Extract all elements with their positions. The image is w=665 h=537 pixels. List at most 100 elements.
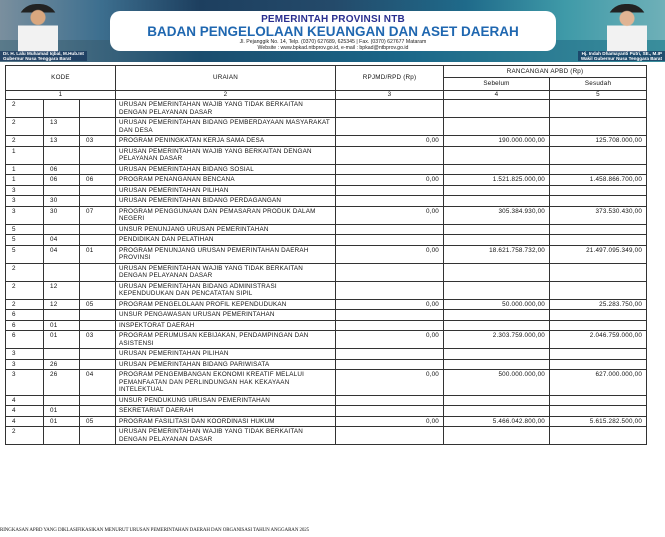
sebelum-value (443, 184, 551, 196)
kode-program (78, 234, 117, 246)
table-row: 6 UNSUR PENGAWASAN URUSAN PEMERINTAHAN (5, 309, 648, 321)
kode-program (78, 163, 117, 175)
table-row: 5 04 PENDIDIKAN DAN PELATIHAN (5, 234, 648, 246)
kode-urusan: 6 (5, 330, 44, 349)
kode-bidang: 06 (43, 163, 80, 175)
table-row: 3 30 URUSAN PEMERINTAHAN BIDANG PERDAGANGA… (5, 195, 648, 207)
kode-program (78, 99, 117, 118)
table-row: 2 URUSAN PEMERINTAHAN WAJIB YANG TIDAK BE… (5, 99, 648, 118)
rpjmd-value: 0,00 (335, 415, 445, 427)
column-number: 4 (443, 90, 551, 100)
kode-bidang: 01 (43, 319, 80, 331)
rpjmd-value: 0,00 (335, 369, 445, 396)
kode-program (78, 309, 117, 321)
uraian: PROGRAM PENGEMBANGAN EKONOMI KREATIF MEL… (115, 369, 337, 396)
sesudah-value (549, 280, 648, 300)
kode-bidang: 01 (43, 330, 80, 349)
kode-program (78, 262, 117, 282)
kode-urusan: 2 (5, 99, 44, 118)
kode-urusan: 4 (5, 405, 44, 417)
kode-urusan: 2 (5, 135, 44, 147)
uraian: PROGRAM PENUNJANG URUSAN PEMERINTAHAN DA… (115, 244, 337, 264)
governor-name: Dr. H. Lalu Muhamad Iqbal, M.Hub.Int (3, 51, 84, 56)
sesudah-value: 2.046.759.000,00 (549, 330, 648, 349)
governor-caption: Dr. H. Lalu Muhamad Iqbal, M.Hub.Int Gube… (0, 51, 87, 61)
sebelum-value (443, 348, 551, 360)
column-number: 2 (115, 90, 337, 100)
vice-governor-title: Wakil Gubernur Nusa Tenggara Barat (580, 56, 662, 61)
sesudah-value (549, 223, 648, 235)
kode-urusan: 3 (5, 205, 44, 225)
sesudah-value (549, 394, 648, 406)
kode-urusan: 3 (5, 348, 44, 360)
header-sesudah: Sesudah (549, 77, 648, 91)
kode-program: 06 (78, 174, 117, 186)
page-footer: RINGKASAN APBD YANG DIKLASIFIKASIKAN MEN… (0, 528, 310, 533)
kode-bidang (43, 145, 80, 165)
kode-program: 05 (78, 298, 117, 310)
kode-bidang: 26 (43, 369, 80, 396)
kode-urusan: 6 (5, 309, 44, 321)
kode-program: 01 (78, 244, 117, 264)
table-row: 2 12 URUSAN PEMERINTAHAN BIDANG ADMINISTRA… (5, 280, 648, 300)
kode-urusan: 5 (5, 234, 44, 246)
header-kode: KODE (4, 65, 117, 91)
kode-program: 07 (78, 205, 117, 225)
table-row: 4 01 05 PROGRAM FASILITASI DAN KOORDINASI H… (5, 415, 648, 427)
rpjmd-value: 0,00 (335, 174, 445, 186)
header-rancangan: RANCANGAN APBD (Rp) (443, 65, 648, 78)
kode-urusan: 3 (5, 184, 44, 196)
column-number: 1 (4, 90, 117, 100)
uraian: PROGRAM PENGGUNAAN DAN PEMASARAN PRODUK … (115, 205, 337, 225)
sesudah-value (549, 184, 648, 196)
kode-program (78, 145, 117, 165)
sesudah-value (549, 99, 648, 118)
rpjmd-value (335, 280, 445, 300)
table-row: 6 01 03 PROGRAM PERUMUSAN KEBIJAKAN, PENDAM… (5, 330, 648, 349)
uraian: INSPEKTORAT DAERAH (115, 319, 337, 331)
table-row: 6 01 INSPEKTORAT DAERAH (5, 319, 648, 331)
rpjmd-value (335, 195, 445, 207)
kode-urusan: 2 (5, 280, 44, 300)
sebelum-value: 190.000.000,00 (443, 135, 551, 147)
table-row: 2 13 03 PROGRAM PENINGKATAN KERJA SAMA DESA… (5, 135, 648, 147)
rpjmd-value (335, 426, 445, 445)
vice-governor-photo (607, 4, 647, 52)
kode-urusan: 5 (5, 244, 44, 264)
agency-address: Jl. Pejanggik No. 14, Telp. (0370) 62768… (239, 39, 427, 45)
sebelum-value: 1.521.825.000,00 (443, 174, 551, 186)
kode-bidang: 01 (43, 415, 80, 427)
rpjmd-value (335, 319, 445, 331)
rpjmd-value: 0,00 (335, 205, 445, 225)
table-row: 5 04 01 PROGRAM PENUNJANG URUSAN PEMERINTAH… (5, 244, 648, 264)
rpjmd-value (335, 394, 445, 406)
sebelum-value (443, 319, 551, 331)
sesudah-value (549, 163, 648, 175)
kode-program (78, 426, 117, 445)
table-row: 2 URUSAN PEMERINTAHAN WAJIB YANG TIDAK BE… (5, 262, 648, 282)
kode-program (78, 195, 117, 207)
sebelum-value (443, 145, 551, 165)
uraian: URUSAN PEMERINTAHAN PILIHAN (115, 184, 337, 196)
sebelum-value (443, 117, 551, 136)
vice-governor-name: Hj. Indah Dhamayanti Putri, SE., M.IP (581, 51, 662, 56)
sebelum-value (443, 99, 551, 118)
column-number: 3 (335, 90, 445, 100)
uraian: PENDIDIKAN DAN PELATIHAN (115, 234, 337, 246)
table-row: 2 URUSAN PEMERINTAHAN WAJIB YANG TIDAK BE… (5, 426, 648, 445)
kode-bidang: 30 (43, 205, 80, 225)
rpjmd-value (335, 163, 445, 175)
table-row: 1 06 06 PROGRAM PENANGANAN BENCANA 0,00 1.521… (5, 174, 648, 186)
letterhead-banner: Dr. H. Lalu Muhamad Iqbal, M.Hub.Int Gube… (0, 0, 665, 62)
sesudah-value (549, 117, 648, 136)
government-name: PEMERINTAH PROVINSI NTB (261, 14, 405, 25)
sebelum-value (443, 280, 551, 300)
sebelum-value: 2.303.759.000,00 (443, 330, 551, 349)
sebelum-value: 305.384.930,00 (443, 205, 551, 225)
sebelum-value (443, 223, 551, 235)
sebelum-value (443, 163, 551, 175)
sesudah-value: 5.615.282.500,00 (549, 415, 648, 427)
table-row: 3 30 07 PROGRAM PENGGUNAAN DAN PEMASARAN PR… (5, 205, 648, 225)
sesudah-value: 373.530.430,00 (549, 205, 648, 225)
governor-title: Gubernur Nusa Tenggara Barat (3, 56, 72, 61)
